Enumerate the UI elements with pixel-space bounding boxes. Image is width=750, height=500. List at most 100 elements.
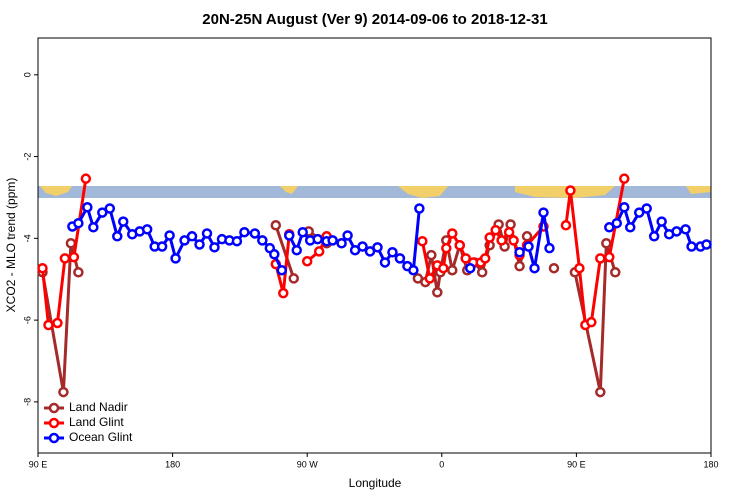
point (73, 267, 84, 278)
point (464, 262, 476, 274)
y-tick-label: -6 (22, 316, 32, 324)
point (490, 224, 501, 236)
point (68, 251, 80, 263)
point (104, 203, 116, 214)
point (269, 249, 280, 260)
point (179, 235, 190, 246)
point (59, 253, 71, 264)
point (186, 231, 198, 242)
legend-label: Ocean Glint (69, 430, 133, 444)
chart-title: 20N-25N August (Ver 9) 2014-09-06 to 201… (202, 11, 547, 28)
point (88, 222, 99, 233)
map-strip (38, 186, 711, 198)
point (671, 226, 682, 237)
point (408, 264, 419, 276)
point (301, 255, 313, 267)
y-tick-label: -4 (22, 234, 32, 242)
point (619, 202, 630, 213)
point (447, 228, 458, 239)
point (249, 228, 261, 239)
point (476, 267, 488, 278)
point (372, 242, 383, 253)
point (426, 249, 437, 261)
point (201, 228, 213, 239)
point (619, 173, 630, 184)
point (514, 246, 525, 258)
point (164, 230, 175, 241)
point (97, 207, 108, 218)
x-tick-label: 90 W (297, 459, 319, 469)
point (560, 220, 572, 231)
point (514, 260, 525, 272)
point (438, 262, 449, 274)
point (336, 238, 347, 249)
point (342, 230, 353, 241)
point (624, 222, 636, 233)
point (276, 264, 288, 276)
x-tick-label: 180 (703, 459, 718, 469)
y-tick-label: -8 (22, 398, 32, 406)
point (414, 203, 425, 214)
legend-label: Land Glint (69, 415, 124, 429)
point (117, 216, 129, 227)
point (58, 386, 69, 398)
x-tick-label: 90 E (29, 459, 48, 469)
point (610, 267, 621, 278)
point (648, 231, 660, 242)
point (701, 239, 712, 250)
point (257, 235, 268, 246)
map-land (515, 186, 615, 198)
x-tick-label: 90 E (567, 459, 586, 469)
point (460, 253, 471, 264)
legend-marker (48, 402, 60, 414)
point (278, 287, 289, 299)
y-axis-label: XCO2 - MLO trend (ppm) (4, 178, 18, 313)
point (80, 173, 92, 184)
point (641, 203, 652, 214)
map-land (398, 186, 448, 198)
map-land (40, 186, 72, 196)
point (141, 224, 153, 235)
point (574, 262, 585, 274)
point (231, 235, 243, 247)
point (441, 242, 452, 254)
point (484, 232, 495, 243)
point (288, 273, 299, 284)
point (454, 240, 465, 251)
point (565, 185, 576, 196)
point (529, 262, 540, 274)
point (595, 386, 606, 398)
point (239, 226, 250, 238)
point (604, 251, 615, 263)
x-axis-label: Longitude (349, 476, 402, 490)
point (327, 235, 338, 246)
point (297, 226, 308, 238)
point (82, 202, 93, 213)
map-land (280, 186, 298, 194)
point (538, 207, 549, 218)
point (364, 246, 376, 257)
point (156, 241, 168, 252)
point (270, 220, 282, 231)
point (686, 241, 697, 252)
point (508, 235, 519, 246)
point (432, 287, 443, 298)
point (503, 226, 515, 238)
point (680, 224, 691, 235)
point (611, 217, 623, 229)
legend-marker (48, 417, 60, 429)
point (291, 244, 302, 256)
point (43, 319, 54, 331)
point (447, 264, 458, 276)
point (633, 207, 645, 218)
point (209, 242, 220, 253)
point (586, 316, 597, 328)
point (387, 246, 398, 258)
legend-marker (48, 432, 60, 444)
point (194, 239, 205, 250)
point (523, 241, 534, 252)
y-tick-label: -2 (22, 153, 32, 161)
